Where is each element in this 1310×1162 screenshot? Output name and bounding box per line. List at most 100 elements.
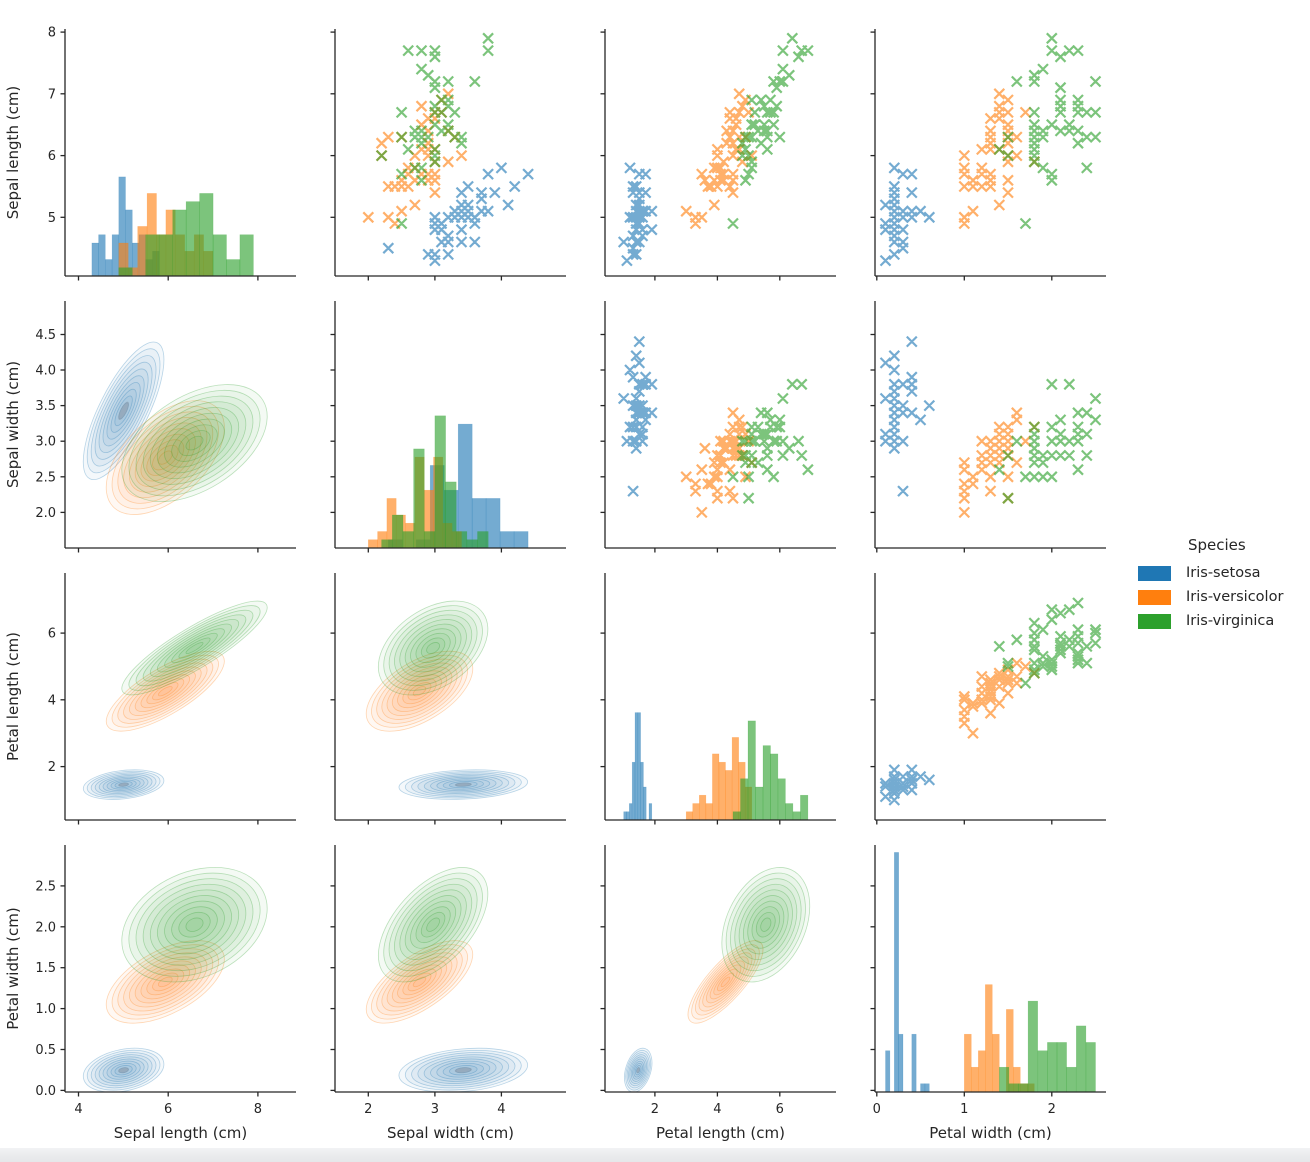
y-axis-title: Sepal width (cm) — [4, 361, 22, 488]
y-tick-label: 3.5 — [35, 399, 56, 414]
y-tick-label: 4.0 — [35, 364, 56, 379]
y-tick-label: 6 — [48, 627, 56, 642]
x-tick-label: 2 — [651, 1102, 659, 1117]
y-axis-title: Petal width (cm) — [4, 907, 22, 1029]
x-tick-label: 2 — [364, 1102, 372, 1117]
legend-label: Iris-versicolor — [1186, 589, 1284, 605]
subplot-sepal_length-vs-sepal_width — [362, 32, 534, 267]
x-axis-title: Petal width (cm) — [929, 1124, 1051, 1142]
y-tick-label: 4.5 — [35, 328, 56, 343]
axes-r2c2 — [600, 573, 836, 825]
legend-item-versicolor: Iris-versicolor — [1138, 585, 1283, 609]
subplot-sepal_length-vs-petal_width — [879, 32, 1102, 267]
hist-Iris-virginica — [999, 1000, 1096, 1092]
kde-Iris-setosa — [398, 769, 529, 800]
subplot-petal_length-vs-sepal_width — [365, 600, 529, 800]
y-tick-label: 2.5 — [35, 470, 56, 485]
subplot-petal_width-vs-sepal_length — [82, 867, 268, 1092]
scatter-Iris-virginica — [375, 32, 494, 230]
hist-Iris-virginica — [732, 720, 809, 820]
y-tick-label: 6 — [48, 149, 56, 164]
setosa-swatch-icon — [1138, 565, 1171, 581]
x-tick-label: 3 — [431, 1102, 439, 1117]
y-tick-label: 4 — [48, 693, 56, 708]
scatter-Iris-versicolor — [958, 657, 1041, 739]
y-tick-label: 2 — [48, 760, 56, 775]
scatter-Iris-setosa — [879, 764, 936, 806]
axes-r2c0: 2 4 6 — [48, 573, 296, 825]
scatter-Iris-virginica — [993, 32, 1102, 230]
axes-r2c3 — [870, 573, 1106, 825]
scatter-Iris-virginica — [993, 378, 1102, 504]
subplot-sepal_length-vs-petal_length — [617, 32, 814, 267]
scatter-Iris-virginica — [993, 597, 1102, 689]
kde-Iris-versicolor — [687, 940, 764, 1024]
window-bottom-strip — [0, 1148, 1310, 1162]
axes-r3c2: 2 4 6 — [600, 845, 836, 1117]
kde-Iris-virginica — [121, 384, 268, 503]
scatter-Iris-setosa — [617, 335, 658, 497]
kde-Iris-virginica — [377, 600, 489, 696]
hist-Iris-virginica — [118, 193, 254, 276]
kde-Iris-virginica — [377, 867, 489, 983]
y-tick-label: 1.5 — [35, 961, 56, 976]
legend-label: Iris-virginica — [1186, 613, 1275, 629]
axes-r3c0: 4 6 8 0.0 0.5 1.0 1.5 2.0 2.5 — [35, 845, 296, 1117]
x-tick-label: 1 — [960, 1102, 968, 1117]
y-tick-label: 5 — [48, 211, 56, 226]
x-tick-label: 0 — [873, 1102, 881, 1117]
hist-Iris-setosa — [885, 852, 930, 1092]
kde-Iris-setosa — [624, 1047, 653, 1092]
hist-Iris-virginica — [381, 415, 489, 548]
x-axis-title: Petal length (cm) — [656, 1124, 785, 1142]
scatter-Iris-virginica — [727, 32, 814, 230]
subplot-petal_length-vs-sepal_length — [82, 600, 268, 800]
kde-Iris-versicolor — [365, 940, 474, 1024]
x-tick-label: 6 — [776, 1102, 784, 1117]
axes-r0c2 — [600, 29, 836, 281]
scatter-Iris-versicolor — [958, 407, 1041, 519]
x-tick-label: 8 — [254, 1102, 262, 1117]
kde-Iris-versicolor — [105, 650, 225, 732]
axes-r0c3 — [870, 29, 1106, 281]
legend: Species Iris-setosa Iris-versicolor Iris… — [1138, 536, 1283, 633]
kde-Iris-versicolor — [105, 400, 225, 515]
legend-label: Iris-setosa — [1186, 565, 1261, 581]
y-tick-label: 1.0 — [35, 1002, 56, 1017]
kde-Iris-virginica — [721, 867, 811, 983]
subplot-sepal_width-vs-sepal_width — [368, 415, 529, 548]
kde-Iris-virginica — [121, 867, 268, 983]
y-axis-title: Sepal length (cm) — [4, 86, 22, 220]
scatter-Iris-setosa — [879, 162, 936, 267]
y-tick-label: 8 — [48, 26, 56, 41]
axes-r2c1 — [330, 573, 566, 825]
kde-Iris-setosa — [82, 1047, 165, 1092]
x-axis-title: Sepal length (cm) — [114, 1124, 248, 1142]
kde-Iris-virginica — [121, 600, 268, 696]
legend-title: Species — [1188, 536, 1246, 554]
x-tick-label: 2 — [1048, 1102, 1056, 1117]
y-tick-label: 0.5 — [35, 1043, 56, 1058]
legend-item-virginica: Iris-virginica — [1138, 609, 1283, 633]
hist-Iris-versicolor — [964, 984, 1035, 1092]
y-axis-title: Petal length (cm) — [4, 632, 22, 761]
y-tick-label: 0.0 — [35, 1084, 56, 1099]
y-tick-label: 7 — [48, 87, 56, 102]
subplot-sepal_width-vs-sepal_length — [82, 341, 268, 515]
subplot-petal_length-vs-petal_width — [879, 597, 1102, 806]
legend-item-setosa: Iris-setosa — [1138, 561, 1283, 585]
scatter-Iris-setosa — [617, 162, 658, 267]
virginica-swatch-icon — [1138, 613, 1171, 629]
axes-r1c3 — [870, 301, 1106, 553]
y-tick-label: 2.5 — [35, 879, 56, 894]
axes-r0c1 — [330, 29, 566, 281]
scatter-Iris-virginica — [727, 378, 814, 504]
versicolor-swatch-icon — [1138, 589, 1171, 605]
axes-r3c1: 2 3 4 — [330, 845, 566, 1117]
scatter-Iris-setosa — [382, 162, 534, 267]
subplot-petal_width-vs-sepal_width — [365, 867, 529, 1092]
x-tick-label: 4 — [497, 1102, 505, 1117]
y-tick-label: 2.0 — [35, 506, 56, 521]
